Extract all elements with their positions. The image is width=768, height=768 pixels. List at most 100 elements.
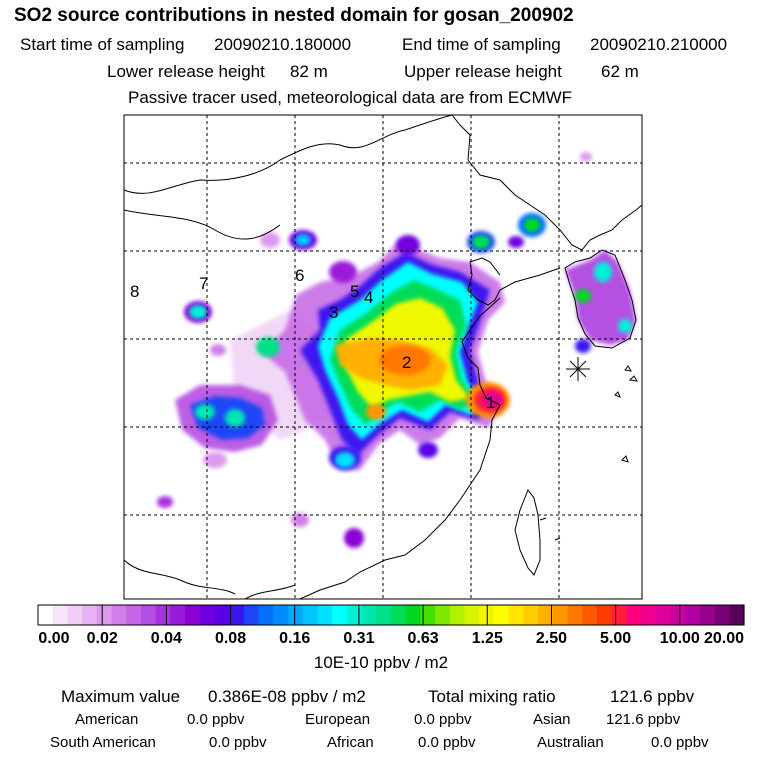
colorbar-swatch	[552, 605, 569, 625]
colorbar-swatch	[361, 605, 377, 625]
colorbar-swatch	[52, 605, 69, 625]
region-labels: 1 2 3 4 5 6 7 8	[130, 266, 495, 412]
european-value: 0.0 ppbv	[414, 711, 472, 728]
colorbar-tick-label: 0.02	[86, 630, 118, 647]
colorbar-units: 10E-10 ppbv / m2	[313, 653, 449, 672]
region-label-8: 8	[130, 282, 139, 301]
region-label-2: 2	[402, 353, 411, 372]
colorbar-swatch	[391, 605, 407, 625]
colorbar-swatch	[346, 605, 363, 625]
colorbar-swatch	[655, 605, 672, 625]
region-label-6: 6	[295, 266, 304, 285]
colorbar-swatch	[523, 605, 539, 625]
colorbar-swatch	[126, 605, 142, 625]
colorbar-swatch	[67, 605, 83, 625]
colorbar-swatch	[302, 605, 319, 625]
colorbar-swatch	[376, 605, 392, 625]
max-value-label: Maximum value	[61, 687, 181, 706]
australian-value: 0.0 ppbv	[651, 734, 709, 751]
colorbar-swatch	[140, 605, 157, 625]
colorbar-swatch	[611, 605, 627, 625]
colorbar-swatch	[435, 605, 451, 625]
african-value: 0.0 ppbv	[418, 734, 476, 751]
region-label-7: 7	[199, 274, 208, 293]
colorbar-swatch	[685, 605, 701, 625]
colorbar-tick-label: 5.00	[600, 630, 632, 647]
colorbar-swatch	[82, 605, 98, 625]
lower-height-label: Lower release height	[107, 62, 265, 81]
colorbar-swatch	[170, 605, 186, 625]
asian-value: 121.6 ppbv	[606, 711, 681, 728]
colorbar-swatch	[699, 605, 716, 625]
colorbar-swatch	[567, 605, 583, 625]
colorbar-swatch	[582, 605, 598, 625]
colorbar-tick-label: 0.08	[214, 630, 247, 647]
region-label-3: 3	[329, 303, 338, 322]
colorbar-swatch	[729, 605, 745, 625]
receptor-asterisk-marker	[566, 357, 590, 381]
colorbar-swatch	[641, 605, 657, 625]
map-frame	[123, 114, 643, 600]
colorbar-swatch	[464, 605, 480, 625]
colorbar-swatch	[273, 605, 289, 625]
graticule	[124, 115, 642, 599]
colorbar-tick-label: 0.31	[343, 630, 375, 647]
colorbar-swatch	[288, 605, 304, 625]
upper-height-label: Upper release height	[404, 62, 562, 81]
asian-label: Asian	[533, 711, 571, 728]
colorbar-swatch	[258, 605, 274, 625]
max-value: 0.386E-08 ppbv / m2	[208, 687, 366, 706]
colorbar-swatch	[714, 605, 730, 625]
colorbar-tick-label: 0.00	[38, 630, 70, 647]
colorbar-swatch	[596, 605, 613, 625]
colorbar-tick-label: 0.04	[150, 630, 182, 647]
colorbar-swatch	[229, 605, 245, 625]
colorbar-swatch	[493, 605, 510, 625]
region-label-1: 1	[486, 393, 495, 412]
colorbar	[37, 604, 745, 626]
colorbar-swatch	[332, 605, 348, 625]
american-value: 0.0 ppbv	[187, 711, 245, 728]
start-time-label: Start time of sampling	[20, 35, 185, 54]
lower-height-value: 82 m	[290, 62, 328, 81]
european-label: European	[305, 711, 371, 728]
colorbar-swatch	[243, 605, 260, 625]
colorbar-swatch	[420, 605, 436, 625]
total-mixing-value: 121.6 ppbv	[610, 687, 695, 706]
colorbar-tick-label: 10.00	[659, 630, 700, 647]
colorbar-swatch	[317, 605, 333, 625]
map-panel: 1 2 3 4 5 6 7 8	[124, 115, 642, 599]
colorbar-tick-label: 0.63	[407, 630, 439, 647]
colorbar-tick-label: 1.25	[471, 630, 503, 647]
american-label: American	[75, 711, 139, 728]
colorbar-tick-label: 20.00	[703, 630, 745, 647]
colorbar-swatch	[199, 605, 216, 625]
concentration-field	[157, 152, 636, 548]
colorbar-tick-label: 0.16	[279, 630, 311, 647]
start-time-value: 20090210.180000	[214, 35, 352, 54]
colorbar-tick-label: 2.50	[535, 630, 568, 647]
south-american-value: 0.0 ppbv	[209, 734, 267, 751]
colorbar-ticks	[37, 605, 745, 625]
south-american-label: South American	[50, 734, 156, 751]
colorbar-swatch	[538, 605, 554, 625]
australian-label: Australian	[537, 734, 604, 751]
colorbar-swatch	[405, 605, 422, 625]
colorbar-swatch	[214, 605, 230, 625]
end-time-label: End time of sampling	[402, 35, 561, 54]
colorbar-swatch	[155, 605, 171, 625]
coastline-borders	[124, 115, 642, 599]
end-time-value: 20090210.210000	[590, 35, 728, 54]
colorbar-swatch	[449, 605, 466, 625]
upper-height-value: 62 m	[601, 62, 639, 81]
total-mixing-label: Total mixing ratio	[428, 687, 556, 706]
colorbar-swatch	[508, 605, 524, 625]
colorbar-swatch	[185, 605, 201, 625]
data-source-note: Passive tracer used, meteorological data…	[128, 88, 573, 107]
region-label-4: 4	[364, 288, 373, 307]
colorbar-swatch	[111, 605, 127, 625]
colorbar-swatch	[96, 605, 113, 625]
colorbar-swatch	[38, 605, 54, 625]
african-label: African	[327, 734, 374, 751]
